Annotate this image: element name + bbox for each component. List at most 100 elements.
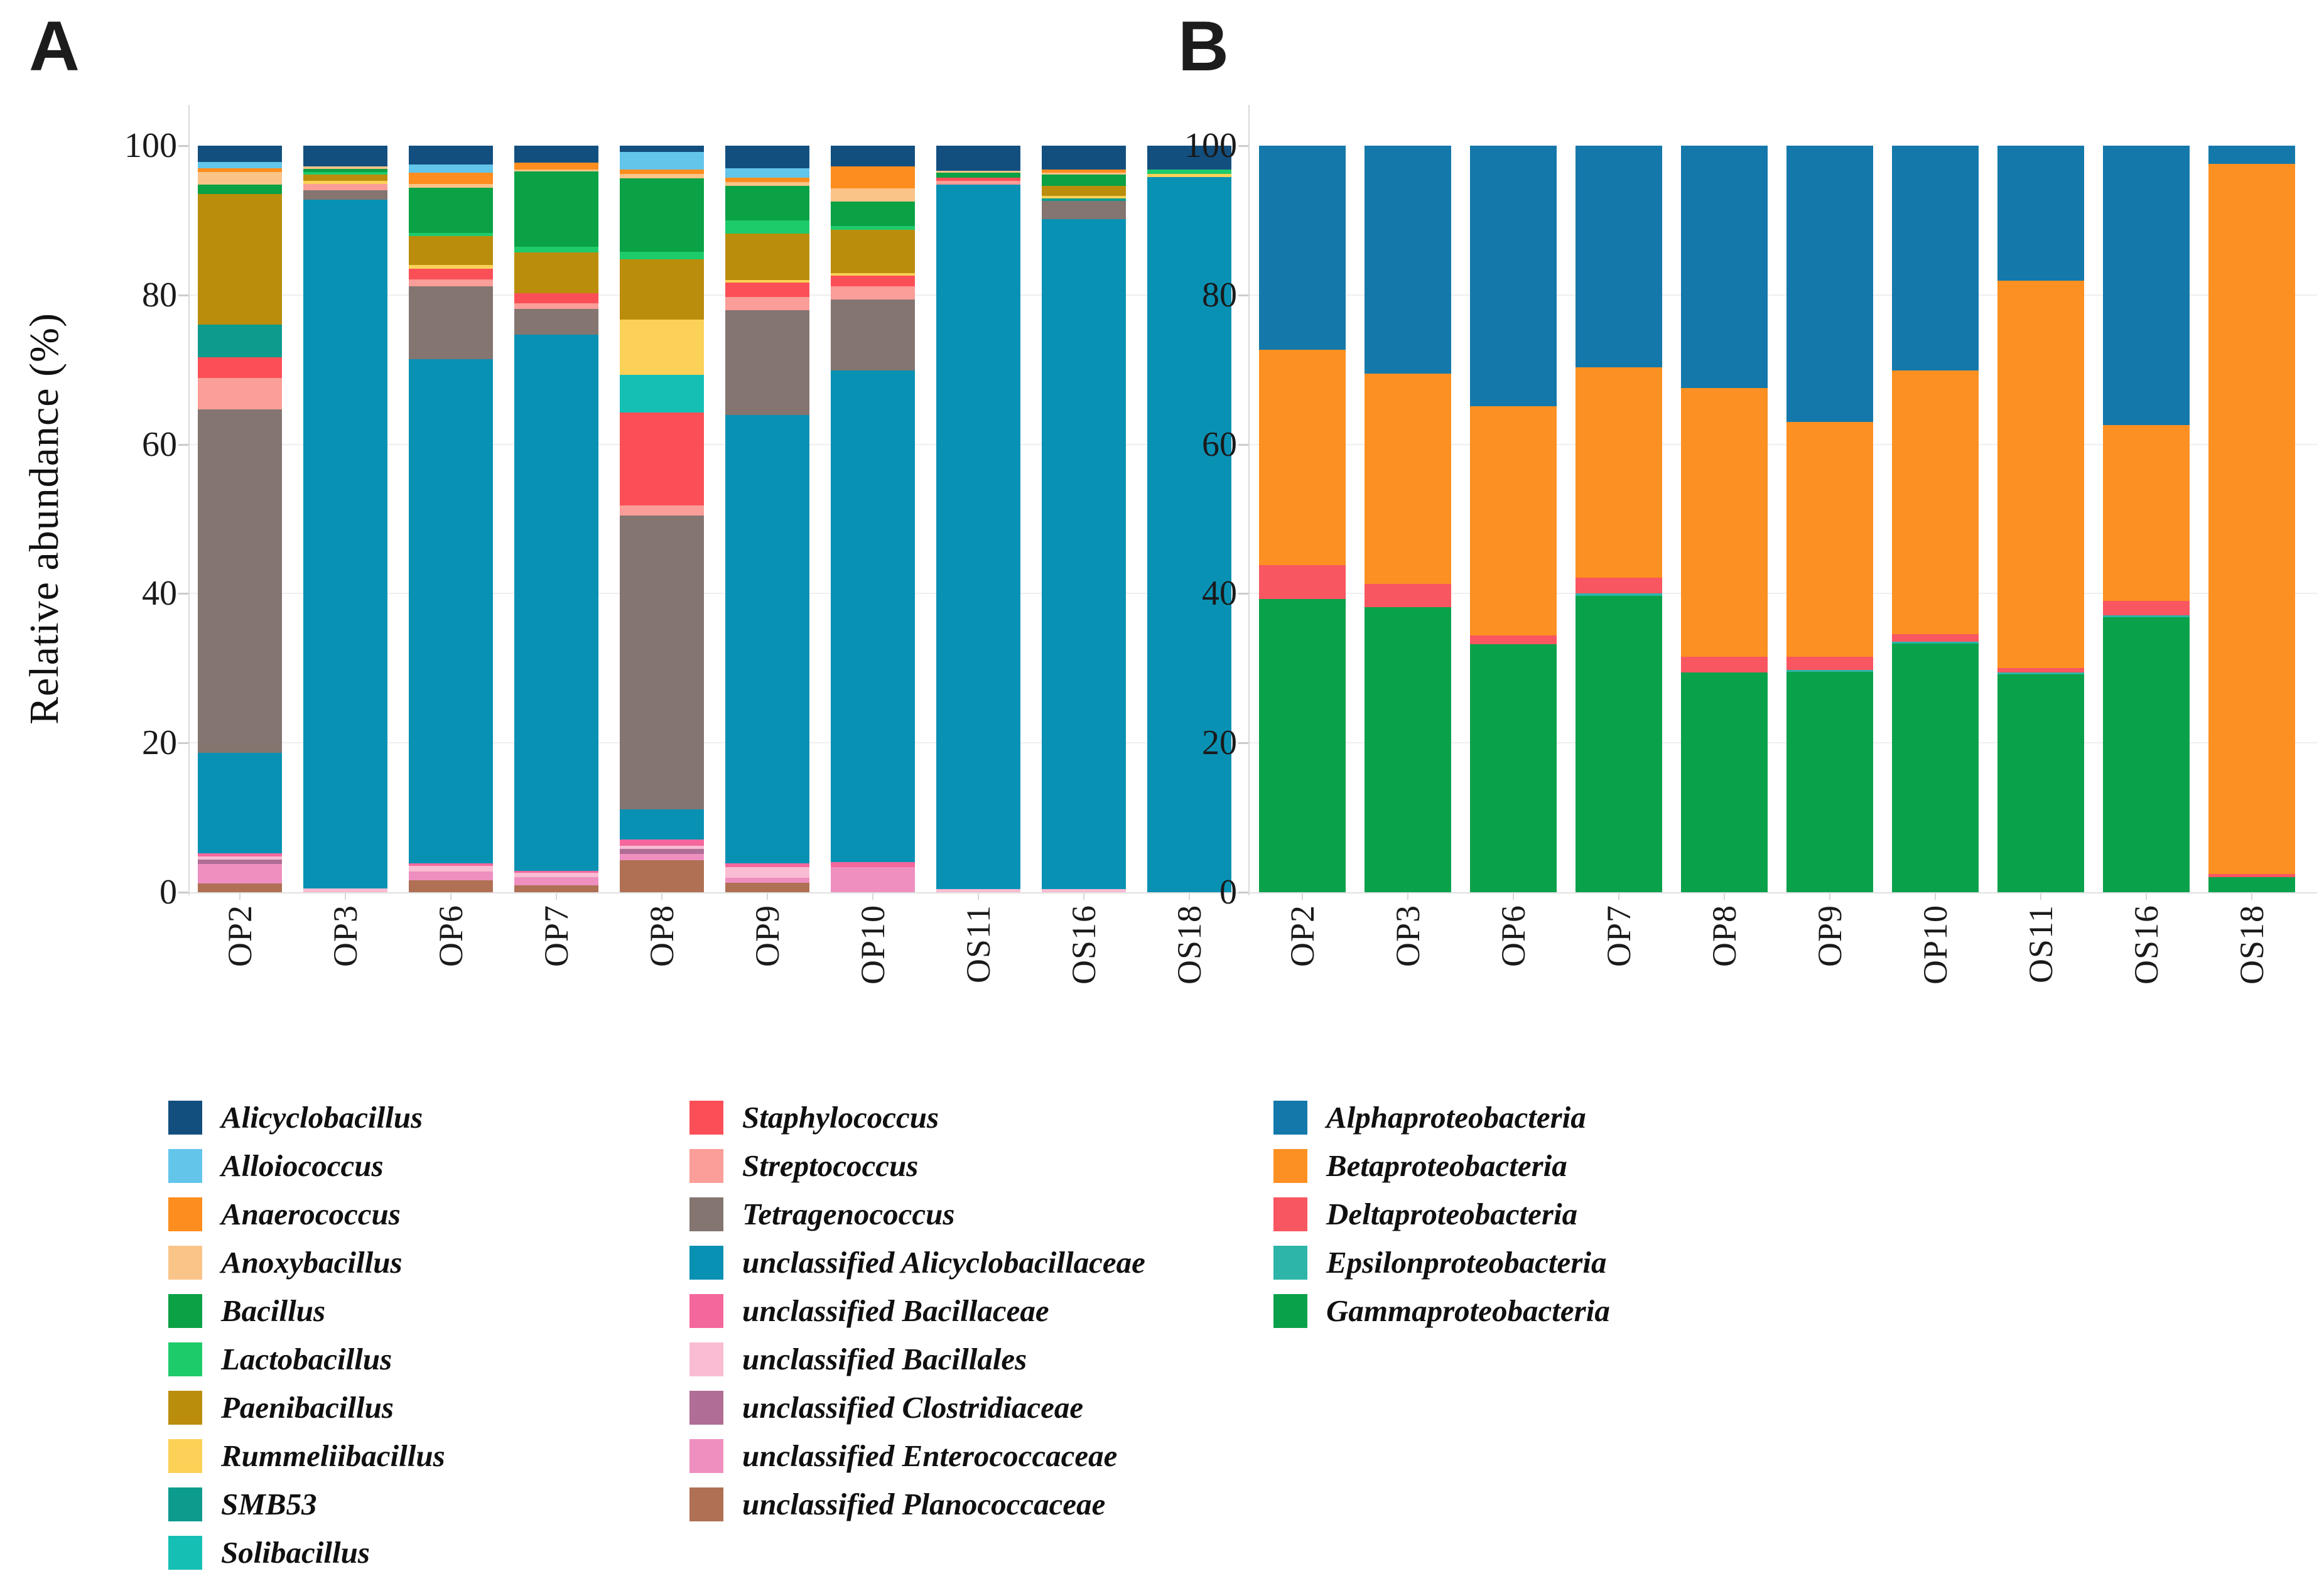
segment-OP2-SMB53 [198,325,282,357]
segment-OP10-Deltaproteobacteria [1892,634,1979,642]
legend-item-Staphylococcus: Staphylococcus [689,1100,939,1135]
legend-item-Solibacillus: Solibacillus [168,1535,370,1570]
legend-label-Alphaproteobacteria: Alphaproteobacteria [1326,1100,1586,1135]
segment-OP10-Bacillus [831,202,915,227]
y-tick-label-100: 100 [124,126,177,165]
y-tick-mark-60 [178,443,188,446]
x-tick-label-OP10: OP10 [1916,905,1954,985]
legend-item-Alicyclobacillus: Alicyclobacillus [168,1100,423,1135]
segment-OP6-Bacillus [409,187,493,234]
segment-OP9-Tetragenococcus [725,310,809,416]
segment-OP6-Staphylococcus [409,269,493,279]
x-tick-label-OS16: OS16 [2127,905,2165,985]
segment-OP7-Anaerococcus [514,163,598,170]
panel-a-plot [190,146,1268,892]
segment-OS11-Gammaproteobacteria [1997,674,2084,892]
x-tick-label-OP2: OP2 [221,905,259,968]
segment-OS16-unclassified-Bacillales [1042,889,1126,892]
segment-OS11-Betaproteobacteria [1997,281,2084,669]
segment-OS16-Rummeliibacillus [1042,195,1126,199]
segment-OP9-Paenibacillus [725,234,809,281]
legend-label-Alloiococcus: Alloiococcus [221,1148,384,1183]
segment-OP2-Alphaproteobacteria [1259,146,1346,350]
segment-OP3-Anoxybacillus [303,166,387,169]
bar-OS18 [1147,146,1231,892]
segment-OP9-Deltaproteobacteria [1786,657,1873,670]
bar-OP3 [1365,146,1451,892]
segment-OP2-unclassified-Enterococcaceae [198,863,282,883]
segment-OP6-unclassified-Bacillales [409,866,493,872]
segment-OS11-Alicyclobacillus [936,146,1020,171]
segment-OP7-Alicyclobacillus [514,146,598,163]
legend-item-Gammaproteobacteria: Gammaproteobacteria [1273,1293,1610,1329]
segment-OP7-Staphylococcus [514,293,598,303]
segment-OP10-Epsilonproteobacteria [1892,641,1979,644]
segment-OS11-Alphaproteobacteria [1997,146,2084,281]
y-tick-mark-100 [1238,145,1248,147]
segment-OS18-Deltaproteobacteria [2208,874,2295,878]
segment-OP6-Anaerococcus [409,172,493,184]
segment-OP2-Bacillus [198,184,282,195]
legend-item-Anoxybacillus: Anoxybacillus [168,1245,403,1280]
legend-item-unclassified-Planococcaceae: unclassified Planococcaceae [689,1487,1105,1522]
segment-OP10-Tetragenococcus [831,299,915,370]
legend-swatch-Rummeliibacillus [168,1439,202,1473]
segment-OP10-unclassified-Enterococcaceae [831,866,915,892]
segment-OP7-unclassified-Enterococcaceae [514,877,598,886]
segment-OP3-Rummeliibacillus [303,180,387,184]
legend-label-Bacillus: Bacillus [221,1293,326,1328]
legend-label-Rummeliibacillus: Rummeliibacillus [221,1438,445,1473]
segment-OS11-Deltaproteobacteria [1997,668,2084,673]
x-tick-mark-OP10 [872,893,873,900]
segment-OP8-Bacillus [620,178,704,252]
segment-OP6-unclassified-Alicyclobacillaceae [409,359,493,863]
legend-item-unclassified-Enterococcaceae: unclassified Enterococcaceae [689,1438,1117,1474]
segment-OP8-Paenibacillus [620,259,704,320]
bar-OP2 [1259,146,1346,892]
legend-swatch-Staphylococcus [689,1101,723,1135]
segment-OP10-Rummeliibacillus [831,273,915,276]
legend-item-SMB53: SMB53 [168,1487,317,1522]
bar-OS11 [936,146,1020,892]
segment-OP9-Alicyclobacillus [725,146,809,168]
segment-OP7-Epsilonproteobacteria [1575,593,1662,596]
segment-OP6-Lactobacillus [409,233,493,236]
legend-item-Deltaproteobacteria: Deltaproteobacteria [1273,1197,1577,1232]
segment-OP10-Anaerococcus [831,166,915,188]
x-tick-mark-OS16 [2146,893,2147,900]
legend-label-Betaproteobacteria: Betaproteobacteria [1326,1148,1567,1183]
legend-label-Epsilonproteobacteria: Epsilonproteobacteria [1326,1245,1607,1280]
segment-OP2-Alloiococcus [198,162,282,168]
legend-item-Tetragenococcus: Tetragenococcus [689,1197,954,1232]
x-tick-mark-OP3 [1407,893,1408,900]
y-tick-label-80: 80 [142,275,177,315]
segment-OP6-Tetragenococcus [409,286,493,360]
gridline-20 [1250,742,2317,744]
segment-OP10-Staphylococcus [831,275,915,286]
legend-swatch-Tetragenococcus [689,1197,723,1231]
x-tick-label-OP6: OP6 [1494,905,1532,968]
legend-item-Anaerococcus: Anaerococcus [168,1197,401,1232]
segment-OP2-Tetragenococcus [198,409,282,753]
legend-label-Gammaproteobacteria: Gammaproteobacteria [1326,1293,1610,1328]
legend-item-Bacillus: Bacillus [168,1293,325,1329]
y-tick-mark-0 [1238,892,1248,893]
x-tick-label-OP6: OP6 [432,905,470,968]
y-tick-label-20: 20 [1202,723,1237,763]
segment-OP2-Anaerococcus [198,168,282,172]
legend-swatch-Epsilonproteobacteria [1273,1246,1307,1280]
y-axis-title-wrap: Relative abundance (%) [16,146,73,892]
segment-OS16-Epsilonproteobacteria [2103,615,2190,618]
segment-OS18-Lactobacillus [1147,170,1231,175]
x-tick-label-OS16: OS16 [1065,905,1103,985]
x-tick-label-OP2: OP2 [1284,905,1321,968]
segment-OP8-Solibacillus [620,375,704,413]
segment-OP6-Deltaproteobacteria [1470,635,1557,645]
segment-OP9-Bacillus [725,186,809,220]
segment-OP6-unclassified-Bacillaceae [409,863,493,866]
segment-OP6-Gammaproteobacteria [1470,644,1557,892]
legend-label-unclassified-Enterococcaceae: unclassified Enterococcaceae [742,1438,1118,1473]
segment-OS11-unclassified-Alicyclobacillaceae [936,184,1020,890]
segment-OP9-unclassified-Bacillaceae [725,863,809,867]
segment-OS18-Alphaproteobacteria [2208,146,2295,164]
